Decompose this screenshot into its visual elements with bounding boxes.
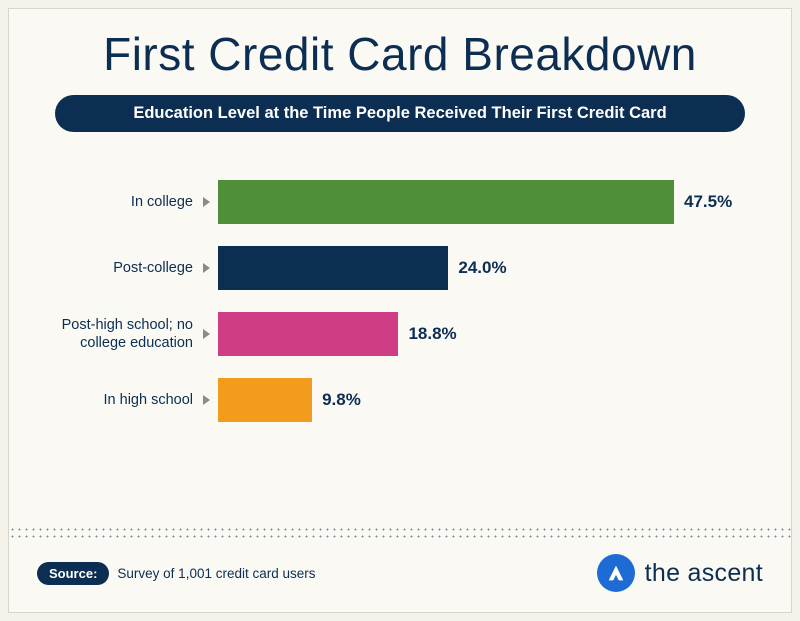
bar-value: 9.8% [322,390,361,410]
bar-track: 9.8% [218,378,751,422]
bar-track: 18.8% [218,312,751,356]
source-badge: Source: [37,562,109,585]
subtitle-pill: Education Level at the Time People Recei… [55,95,745,132]
bar-chart: In college 47.5% Post-college 24.0% Post-hig… [49,180,751,422]
bar-row: Post-college 24.0% [49,246,751,290]
bar [218,378,312,422]
chevron-right-icon [203,197,210,207]
bar-row: In high school 9.8% [49,378,751,422]
bar-value: 47.5% [684,192,732,212]
chevron-right-icon [203,395,210,405]
footer: Source: Survey of 1,001 credit card user… [37,554,763,592]
chevron-right-icon [203,329,210,339]
bar-row: Post-high school; no college education 18… [49,312,751,356]
bar-value: 24.0% [458,258,506,278]
bar-label: In high school [49,391,199,409]
bar [218,312,398,356]
source-text: Survey of 1,001 credit card users [117,566,315,581]
source: Source: Survey of 1,001 credit card user… [37,562,316,585]
page-title: First Credit Card Breakdown [9,27,791,81]
bar-track: 47.5% [218,180,751,224]
chevron-right-icon [203,263,210,273]
divider-dots [9,526,791,540]
bar-label: Post-college [49,259,199,277]
brand: the ascent [597,554,763,592]
brand-icon [597,554,635,592]
bar-label: Post-high school; no college education [49,316,199,352]
bar-label: In college [49,193,199,211]
bar-row: In college 47.5% [49,180,751,224]
bar [218,180,674,224]
brand-name: the ascent [645,559,763,588]
bar-value: 18.8% [408,324,456,344]
chart-card: First Credit Card Breakdown Education Le… [8,8,792,613]
bar [218,246,448,290]
bar-track: 24.0% [218,246,751,290]
